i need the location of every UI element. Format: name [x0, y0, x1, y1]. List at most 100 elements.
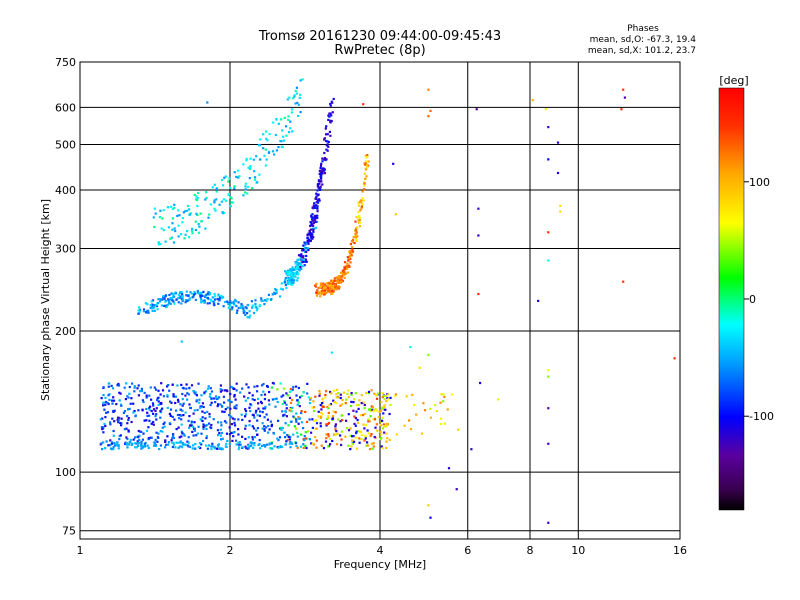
echo-point: [151, 303, 154, 306]
echo-point: [316, 185, 319, 188]
echo-point: [289, 277, 292, 280]
echo-point: [192, 389, 195, 393]
echo-point: [283, 281, 286, 284]
echo-point: [319, 188, 322, 191]
echo-point: [250, 444, 253, 447]
echo-point: [622, 88, 625, 91]
echo-point: [251, 187, 254, 190]
echo-point: [440, 393, 443, 396]
echo-point: [429, 416, 432, 419]
echo-point: [337, 392, 340, 395]
echo-point: [169, 414, 172, 417]
echo-point: [170, 236, 173, 239]
echo-point: [149, 405, 152, 408]
echo-point: [196, 197, 199, 200]
echo-point: [140, 447, 143, 450]
echo-point: [290, 410, 293, 413]
echo-point: [209, 298, 213, 301]
echo-point: [229, 205, 232, 208]
echo-point: [324, 393, 327, 397]
echo-point: [358, 399, 361, 402]
echo-point: [316, 207, 319, 210]
echo-point: [177, 301, 180, 304]
echo-point: [101, 417, 104, 420]
echo-point: [171, 415, 174, 418]
echo-point: [341, 399, 344, 402]
echo-point: [429, 516, 432, 519]
echo-point: [351, 250, 355, 253]
echo-point: [253, 436, 257, 439]
echo-point: [206, 423, 209, 427]
echo-point: [263, 303, 266, 306]
echo-point: [371, 447, 374, 450]
echo-point: [120, 404, 123, 407]
echo-point: [178, 417, 181, 420]
echo-point: [188, 424, 192, 427]
echo-point: [172, 443, 175, 446]
echo-point: [257, 407, 260, 410]
echo-point: [363, 407, 366, 410]
echo-point: [323, 151, 326, 155]
echo-point: [192, 434, 195, 437]
echo-point: [110, 441, 113, 444]
echo-point: [248, 310, 251, 313]
echo-point: [317, 410, 320, 413]
echo-point: [327, 433, 330, 436]
echo-point: [171, 228, 174, 231]
echo-point: [124, 442, 127, 445]
echo-point: [318, 389, 321, 393]
echo-point: [207, 291, 210, 294]
echo-point: [295, 420, 298, 423]
echo-point: [170, 439, 173, 442]
echo-point: [318, 291, 321, 294]
echo-point: [327, 421, 331, 425]
echo-point: [180, 435, 183, 438]
echo-point: [265, 443, 268, 446]
echo-point: [220, 179, 224, 182]
echo-point: [146, 414, 149, 417]
echo-point: [673, 357, 676, 360]
echo-point: [345, 419, 348, 422]
colorbar-tick-label: 100: [749, 176, 770, 189]
echo-point: [247, 447, 250, 450]
echo-point: [237, 418, 240, 421]
echo-point: [251, 438, 254, 441]
echo-point: [221, 184, 225, 187]
echo-point: [360, 402, 363, 405]
echo-point: [161, 217, 164, 220]
echo-point: [307, 430, 310, 433]
echo-point: [311, 213, 314, 216]
echo-point: [145, 429, 149, 432]
echo-point: [185, 383, 188, 386]
echo-point: [316, 289, 319, 292]
echo-point: [242, 163, 245, 166]
echo-point: [223, 401, 226, 404]
echo-point: [159, 393, 162, 396]
echo-point: [309, 398, 312, 401]
echo-point: [335, 388, 339, 391]
echo-point: [199, 405, 202, 408]
echo-point: [340, 430, 343, 433]
echo-point: [265, 137, 268, 140]
echo-point: [275, 397, 278, 400]
echo-point: [226, 439, 229, 443]
echo-point: [166, 395, 169, 398]
echo-point: [153, 225, 156, 228]
echo-point: [244, 445, 247, 448]
echo-point: [384, 395, 387, 398]
echo-point: [350, 404, 353, 408]
echo-point: [323, 138, 326, 141]
echo-point: [171, 222, 174, 225]
echo-point: [230, 423, 234, 426]
echo-point: [110, 448, 113, 451]
echo-point: [162, 395, 165, 398]
echo-point: [225, 199, 228, 202]
echo-point: [269, 447, 272, 450]
echo-point: [333, 277, 336, 280]
echo-point: [294, 261, 297, 264]
echo-point: [372, 445, 375, 448]
echo-point: [297, 272, 300, 275]
echo-point: [427, 353, 430, 356]
echo-point: [295, 418, 298, 421]
